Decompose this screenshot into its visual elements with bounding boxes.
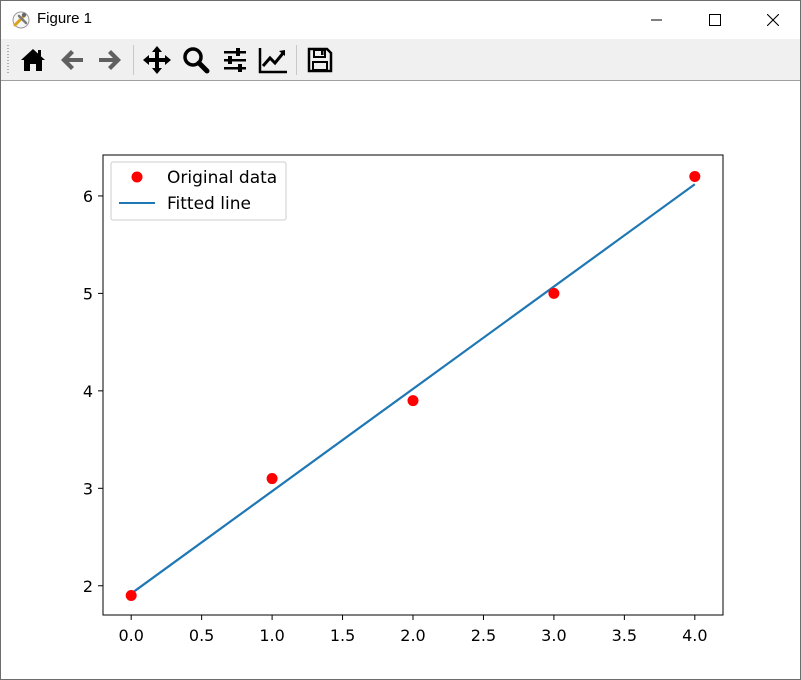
close-button[interactable]	[744, 1, 800, 38]
arrow-right-icon	[99, 50, 121, 70]
legend-label-fitted-line: Fitted line	[167, 194, 251, 214]
chart-svg: 0.0 0.5 1.0 1.5 2.0 2.5 3.0 3.5 4.0 2 3 4 5 6 Origin…	[83, 154, 724, 645]
home-button[interactable]	[16, 43, 50, 77]
x-tick-label: 0.5	[189, 626, 214, 645]
x-axis: 0.0 0.5 1.0 1.5 2.0 2.5 3.0 3.5 4.0	[118, 615, 708, 645]
plot-area	[125, 170, 701, 602]
save-button[interactable]	[303, 43, 337, 77]
toolbar-separator	[133, 45, 134, 75]
x-tick-label: 0.0	[118, 626, 143, 645]
arrow-left-icon	[61, 50, 83, 70]
legend-box	[110, 161, 287, 221]
fitted-line	[130, 183, 696, 595]
x-tick-label: 2.0	[400, 626, 425, 645]
data-point	[266, 473, 278, 485]
close-icon	[767, 13, 779, 26]
data-point	[125, 590, 137, 602]
subplots-button[interactable]	[218, 43, 252, 77]
toolbar-separator	[296, 45, 297, 75]
maximize-icon	[709, 13, 721, 26]
y-tick-label: 4	[83, 382, 93, 401]
data-point	[407, 395, 419, 407]
minimize-button[interactable]	[628, 1, 686, 38]
floppy-icon	[307, 47, 333, 73]
magnifier-icon	[183, 47, 210, 74]
window-title: Figure 1	[37, 10, 93, 27]
matplotlib-app-icon	[12, 11, 30, 29]
home-icon	[21, 49, 45, 71]
x-tick-label: 1.5	[330, 626, 355, 645]
zoom-button[interactable]	[179, 43, 213, 77]
x-tick-label: 2.5	[471, 626, 496, 645]
x-tick-label: 3.0	[541, 626, 566, 645]
legend-marker-original-data	[131, 171, 143, 183]
legend-label-original-data: Original data	[167, 168, 277, 188]
move-icon	[143, 46, 171, 74]
pan-button[interactable]	[140, 43, 174, 77]
back-button[interactable]	[55, 43, 89, 77]
y-tick-label: 5	[83, 284, 93, 303]
customize-button[interactable]	[256, 43, 290, 77]
x-tick-label: 4.0	[682, 626, 707, 645]
data-point	[689, 170, 701, 182]
data-point	[548, 287, 560, 299]
figure-canvas[interactable]: 0.0 0.5 1.0 1.5 2.0 2.5 3.0 3.5 4.0 2 3 4 5 6 Origin…	[1, 81, 800, 679]
y-tick-label: 2	[83, 577, 93, 596]
y-tick-label: 6	[83, 187, 93, 206]
y-tick-label: 3	[83, 479, 93, 498]
legend: Original data Fitted line	[110, 161, 287, 221]
line-chart-icon	[258, 48, 287, 74]
forward-button[interactable]	[93, 43, 127, 77]
toolbar-grip[interactable]	[7, 45, 9, 75]
maximize-button[interactable]	[686, 1, 744, 38]
title-bar[interactable]: Figure 1	[1, 1, 800, 38]
sliders-icon	[224, 48, 246, 72]
x-tick-label: 3.5	[612, 626, 637, 645]
x-tick-label: 1.0	[259, 626, 284, 645]
minimize-icon	[651, 19, 662, 20]
y-axis: 2 3 4 5 6	[83, 187, 103, 596]
navigation-toolbar	[1, 39, 800, 81]
